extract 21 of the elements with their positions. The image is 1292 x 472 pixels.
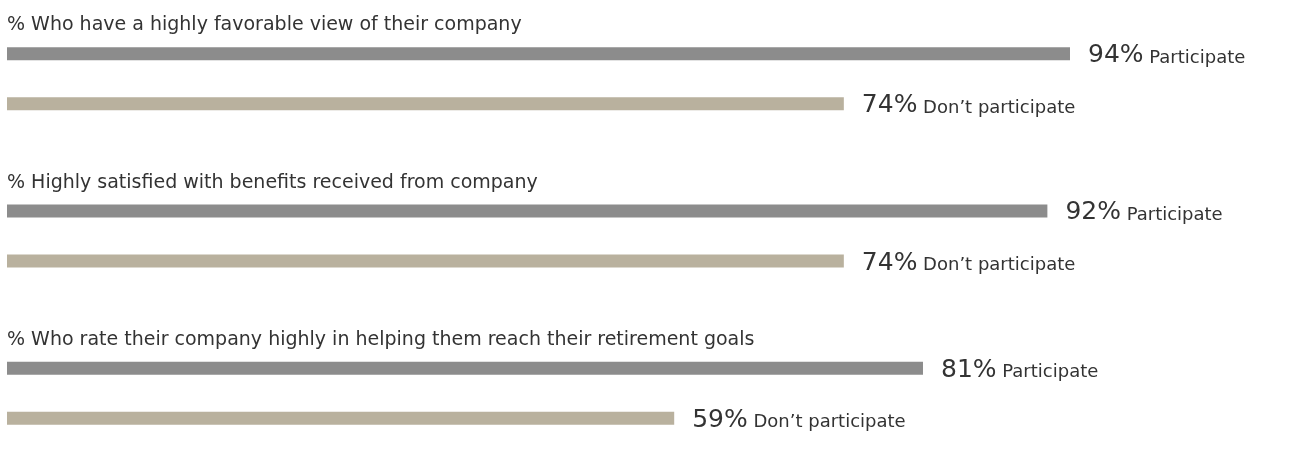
bar bbox=[7, 204, 1048, 218]
text: Participate bbox=[1126, 202, 1223, 224]
y-tick-label: % Who rate their company highly in helping them reach their retirement goals bbox=[7, 326, 755, 349]
data-label: 74% bbox=[861, 89, 918, 119]
data-label: 81% bbox=[940, 353, 997, 383]
text: Don’t participate bbox=[917, 95, 1076, 117]
bar bbox=[7, 47, 1070, 61]
bar bbox=[7, 97, 844, 111]
y-tick-label: % Who have a highly favorable view of their company bbox=[7, 12, 522, 35]
data-label: 94% bbox=[1088, 39, 1144, 69]
data-label: 59% bbox=[692, 403, 748, 433]
y-tick-label: % Highly satisfied with benefits received from company bbox=[7, 169, 538, 192]
data-label: 92% bbox=[1065, 196, 1121, 226]
text: Don’t participate bbox=[753, 410, 906, 432]
bar bbox=[7, 254, 844, 268]
text: Participate bbox=[1149, 45, 1246, 67]
text: Don’t participate bbox=[923, 253, 1076, 275]
bar bbox=[7, 411, 675, 425]
bar bbox=[7, 361, 923, 375]
data-label: 74% bbox=[861, 246, 918, 276]
text: Participate bbox=[996, 360, 1099, 382]
